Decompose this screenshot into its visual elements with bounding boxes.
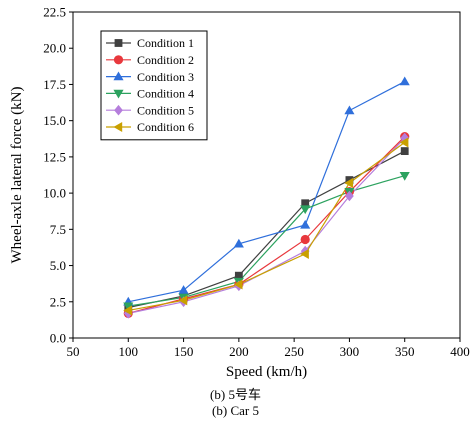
series-markers-layer	[123, 76, 410, 319]
data-point-condition-1	[301, 199, 310, 208]
legend-label: Condition 6	[137, 120, 194, 134]
legend-label: Condition 1	[137, 36, 194, 50]
series-line-condition-5	[128, 137, 406, 314]
data-point-condition-3	[178, 285, 189, 294]
y-tick-label: 5.0	[50, 258, 66, 273]
x-axis-title: Speed (km/h)	[226, 364, 307, 380]
data-point-condition-2	[300, 234, 310, 245]
series-line-condition-6	[128, 141, 406, 312]
data-point-condition-3	[300, 219, 311, 229]
series-line-condition-4	[128, 175, 405, 307]
data-point-condition-6	[300, 248, 309, 260]
series-lines-layer	[128, 81, 406, 314]
figure-caption-english: (b) Car 5	[212, 403, 259, 418]
data-point-condition-6	[344, 177, 354, 189]
data-point-condition-4	[399, 172, 410, 181]
data-point-condition-6	[123, 305, 132, 316]
legend: Condition 1 Condition 2 Condition 3 Conditi…	[100, 30, 208, 141]
axes-layer: 50 100 150 200 250 300 350 400 0.0 2.5 5.0 7.5 10.0 1…	[9, 5, 470, 381]
x-tick-label: 300	[340, 344, 360, 359]
legend-label: Condition 5	[137, 103, 194, 117]
legend-marker	[113, 55, 124, 65]
data-point-condition-6	[178, 295, 188, 306]
data-point-condition-5	[345, 190, 354, 202]
y-tick-label: 22.5	[43, 5, 66, 20]
legend-box	[100, 30, 208, 141]
legend-marker	[114, 39, 123, 47]
x-tick-label: 100	[119, 344, 139, 359]
y-tick-label: 17.5	[43, 77, 66, 92]
legend-marker	[113, 89, 124, 99]
y-tick-label: 0.0	[50, 331, 66, 346]
x-tick-label: 150	[174, 344, 194, 359]
x-tick-label: 350	[395, 344, 415, 359]
y-axis-title: Wheel-axle lateral force (kN)	[9, 87, 25, 264]
data-point-condition-6	[399, 137, 409, 148]
x-tick-label: 200	[229, 344, 249, 359]
y-tick-label: 10.0	[43, 186, 66, 201]
legend-label: Condition 2	[137, 53, 194, 67]
y-tick-label: 15.0	[43, 113, 66, 128]
series-line-condition-1	[128, 150, 405, 309]
plot-frame	[72, 11, 461, 339]
y-tick-label: 12.5	[43, 149, 66, 164]
data-point-condition-1	[234, 271, 243, 280]
legend-label: Condition 4	[137, 87, 194, 101]
series-line-condition-2	[128, 136, 406, 314]
series-line-condition-3	[128, 81, 405, 303]
data-point-condition-3	[233, 238, 244, 248]
figure-caption-chinese: (b) 5号车	[210, 387, 261, 402]
data-point-condition-4	[123, 302, 134, 312]
y-tick-label: 7.5	[50, 222, 66, 237]
x-tick-label: 250	[284, 344, 304, 359]
legend-marker	[113, 121, 123, 133]
legend-marker	[114, 104, 123, 116]
data-point-condition-1	[400, 147, 409, 156]
legend-label: Condition 3	[137, 70, 194, 84]
legend-marker	[113, 71, 124, 81]
y-tick-label: 20.0	[43, 41, 66, 56]
x-tick-label: 400	[450, 344, 470, 359]
y-tick-label: 2.5	[50, 294, 66, 309]
data-point-condition-6	[233, 279, 243, 290]
data-point-condition-3	[399, 76, 410, 86]
data-point-condition-4	[300, 205, 311, 215]
x-tick-label: 50	[67, 344, 80, 359]
data-point-condition-3	[344, 105, 355, 115]
